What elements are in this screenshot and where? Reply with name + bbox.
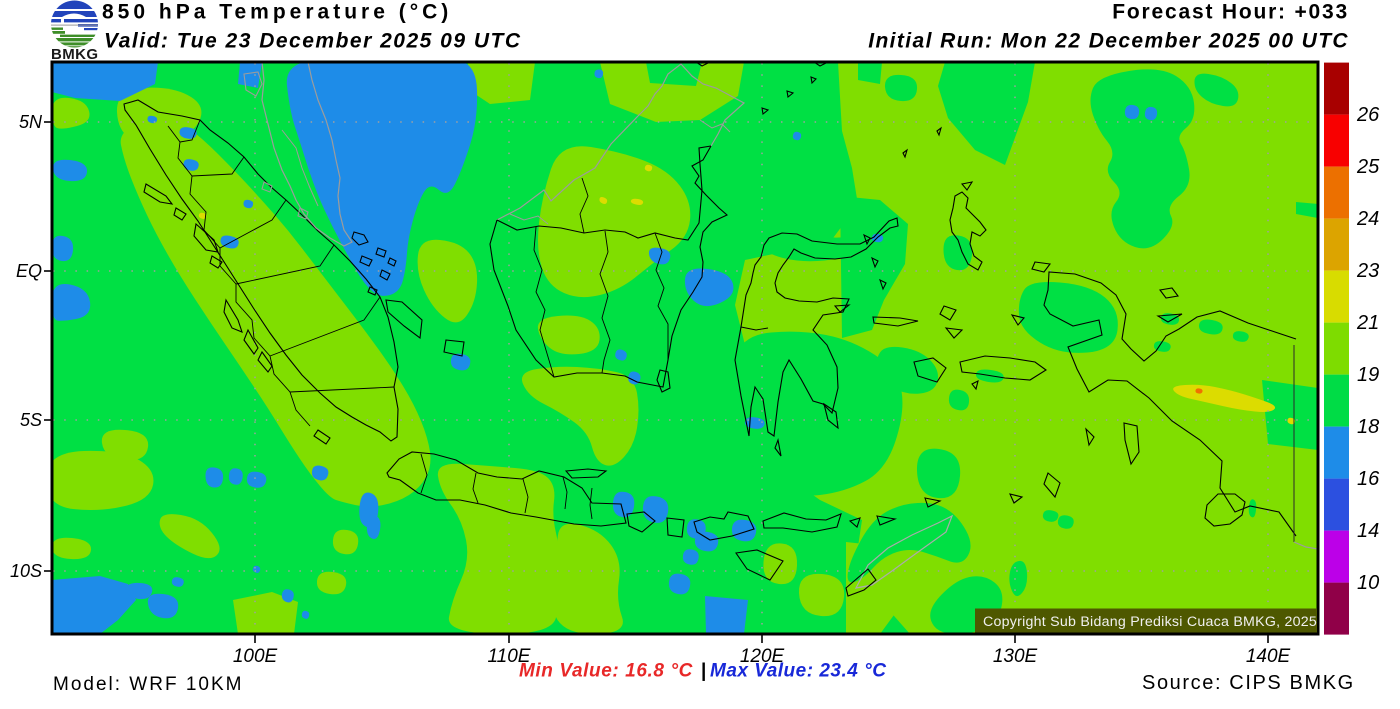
svg-text:19: 19 [1357, 364, 1379, 386]
svg-text:21: 21 [1356, 312, 1379, 334]
svg-text:Source: CIPS BMKG: Source: CIPS BMKG [1142, 672, 1355, 694]
svg-text:|: | [701, 661, 706, 682]
svg-text:BMKG: BMKG [51, 46, 98, 63]
svg-text:Min Value: 16.8 °C: Min Value: 16.8 °C [519, 661, 693, 682]
svg-text:5S: 5S [20, 410, 42, 430]
svg-text:26: 26 [1356, 104, 1380, 126]
svg-text:5N: 5N [19, 112, 43, 132]
svg-text:Valid: Tue 23 December 2025 09: Valid: Tue 23 December 2025 09 UTC [104, 30, 522, 53]
svg-text:18: 18 [1357, 416, 1379, 438]
svg-text:10S: 10S [10, 561, 42, 581]
svg-text:Copyright Sub Bidang Prediksi: Copyright Sub Bidang Prediksi Cuaca BMKG… [983, 614, 1317, 630]
svg-text:16: 16 [1357, 468, 1380, 490]
svg-text:25: 25 [1356, 156, 1380, 178]
svg-text:Max Value: 23.4 °C: Max Value: 23.4 °C [710, 661, 886, 682]
svg-text:24: 24 [1356, 208, 1379, 230]
svg-text:130E: 130E [993, 646, 1038, 667]
svg-text:120E: 120E [740, 646, 785, 667]
svg-text:14: 14 [1357, 520, 1379, 542]
svg-text:Model: WRF 10KM: Model: WRF 10KM [53, 674, 243, 695]
svg-text:Initial Run: Mon 22 December 2: Initial Run: Mon 22 December 2025 00 UTC [868, 30, 1349, 53]
svg-text:Forecast Hour: +033: Forecast Hour: +033 [1112, 1, 1349, 24]
svg-text:110E: 110E [488, 646, 531, 667]
svg-text:100E: 100E [233, 646, 278, 667]
svg-text:850 hPa Temperature (°C): 850 hPa Temperature (°C) [102, 1, 452, 24]
svg-text:140E: 140E [1246, 646, 1291, 667]
svg-text:23: 23 [1356, 260, 1379, 282]
svg-text:10: 10 [1357, 572, 1379, 594]
svg-text:EQ: EQ [16, 261, 42, 281]
